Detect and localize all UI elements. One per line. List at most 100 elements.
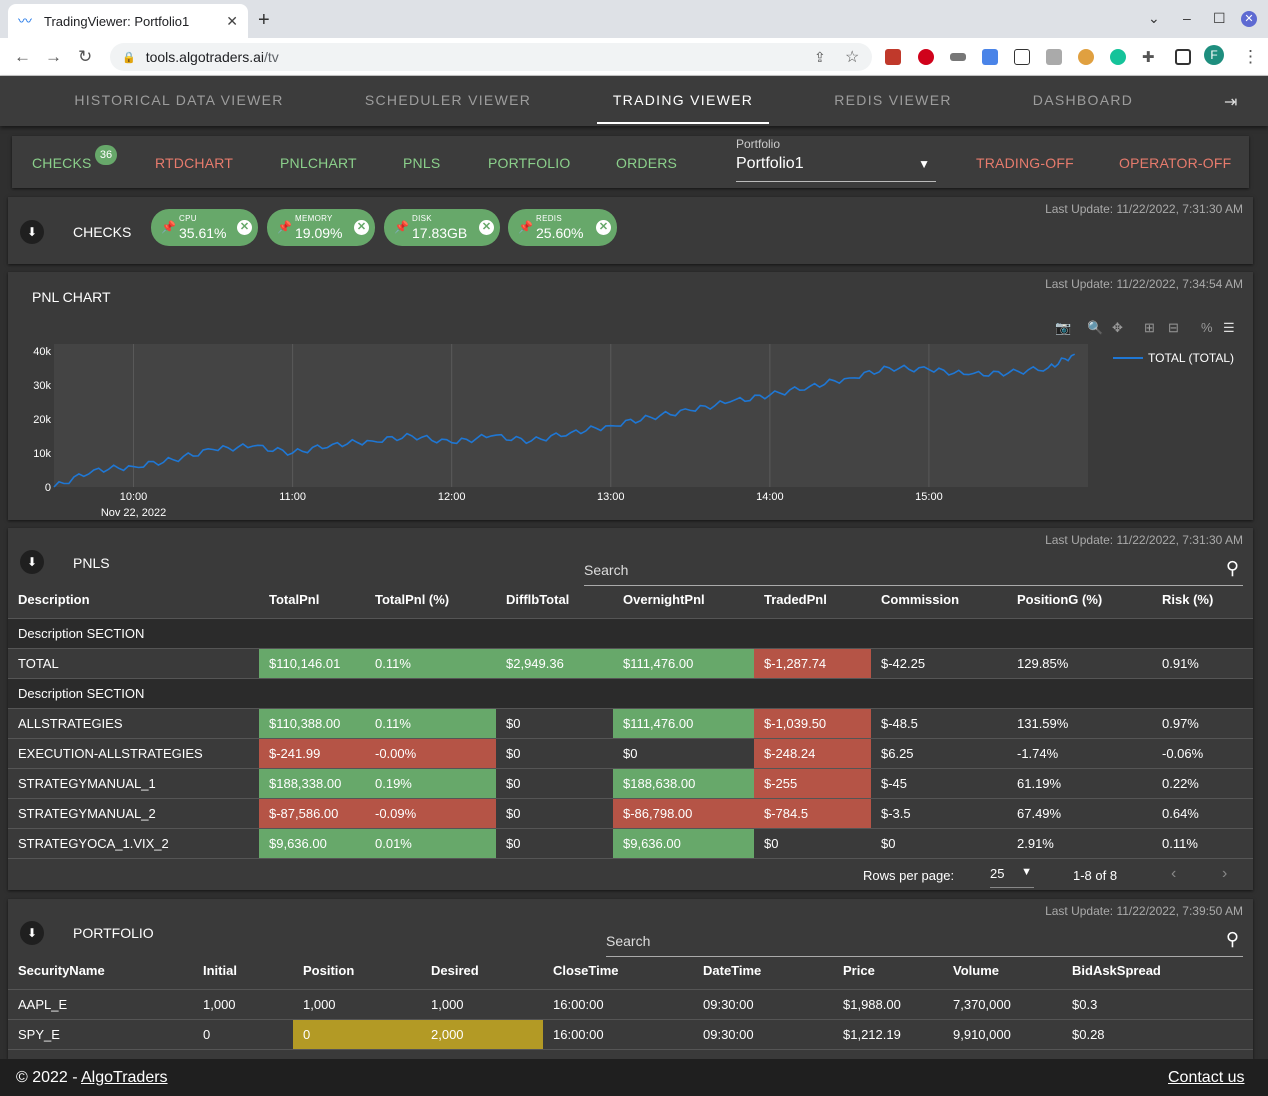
download-icon[interactable]: ⬇ [20,220,44,244]
forward-arrow-icon[interactable]: → [45,47,62,66]
browser-tab[interactable]: 〰 TradingViewer: Portfolio1 ✕ [8,4,248,38]
bookmark-star-icon[interactable]: ☆ [845,49,860,66]
trading-off-button[interactable]: TRADING-OFF [976,155,1074,171]
orders-button[interactable]: ORDERS [616,155,678,171]
nav-tab-trading-viewer[interactable]: TRADING VIEWER [597,76,769,124]
rtdchart-button[interactable]: RTDCHART [155,155,234,171]
portfolio-table: SecurityName Initial Position Desired CloseT… [8,953,1253,1050]
browser-menu-icon[interactable]: ⋮ [1242,47,1259,66]
pnls-column-header[interactable]: DifflbTotal [496,582,613,619]
minimize-window-icon[interactable]: – [1183,10,1191,26]
portfolio-column-header[interactable]: DateTime [693,953,833,990]
share-icon[interactable]: ⇪ [814,49,826,65]
nav-tab-redis-viewer[interactable]: REDIS VIEWER [834,92,952,108]
table-row[interactable]: ALLSTRATEGIES $110,388.00 0.11% $0 $111,476.… [8,708,1253,739]
search-icon[interactable]: ⚲ [1225,558,1239,578]
nav-tab-dashboard[interactable]: DASHBOARD [1032,92,1134,108]
portfolio-column-header[interactable]: Initial [193,953,293,990]
pnls-column-header[interactable]: Risk (%) [1152,582,1253,619]
extension-bracket-icon[interactable] [1014,49,1030,65]
pnls-column-header[interactable]: TradedPnl [754,582,871,619]
table-cell: 0.97% [1152,708,1253,739]
extension-grammarly-icon[interactable] [1110,49,1126,65]
redis-check-chip[interactable]: 📌 REDIS 25.60% ✕ [508,209,617,246]
pnls-column-header[interactable]: TotalPnl (%) [365,582,496,619]
extension-card-icon[interactable] [950,53,966,61]
nav-tab-historical-data-viewer[interactable]: HISTORICAL DATA VIEWER [74,92,284,108]
table-row[interactable]: EXECUTION-ALLSTRATEGIES $-241.99 -0.00% $0 $… [8,738,1253,769]
table-row[interactable]: STRATEGYMANUAL_1 $188,338.00 0.19% $0 $188,6… [8,768,1253,799]
pnls-column-header[interactable]: Commission [871,582,1007,619]
logout-icon[interactable]: ⇥ [1224,94,1238,111]
close-window-icon[interactable]: ✕ [1241,11,1257,27]
table-row[interactable]: STRATEGYMANUAL_2 $-87,586.00 -0.09% $0 $-86,… [8,798,1253,829]
table-row[interactable]: STRATEGYOCA_1.VIX_2 $9,636.00 0.01% $0 $9,63… [8,828,1253,859]
pnls-column-header[interactable]: PositionG (%) [1007,582,1152,619]
back-arrow-icon[interactable]: ← [14,47,31,66]
extensions-puzzle-icon[interactable]: ✚ [1142,49,1155,66]
chip-remove-icon[interactable]: ✕ [596,220,611,235]
portfolio-column-header[interactable]: Volume [943,953,1062,990]
portfolio-column-header[interactable]: SecurityName [8,953,193,990]
memory-check-chip[interactable]: 📌 MEMORY 19.09% ✕ [267,209,375,246]
download-icon[interactable]: ⬇ [20,921,44,945]
pnls-column-header[interactable]: Description [8,582,259,619]
pnlchart-button[interactable]: PNLCHART [280,155,357,171]
portfolio-button[interactable]: PORTFOLIO [488,155,571,171]
footer-algotraders-link[interactable]: AlgoTraders [81,1069,168,1086]
rows-per-page-select[interactable]: 25 ▼ [990,864,1034,888]
pnl-line-chart[interactable]: 0 10k 20k 30k 40k 10:00 11:00 12:00 13:00 14:00 15… [8,272,1253,520]
chip-remove-icon[interactable]: ✕ [479,220,494,235]
cpu-check-chip[interactable]: 📌 CPU 35.61% ✕ [151,209,258,246]
pnls-button[interactable]: PNLS [403,155,441,171]
extension-translate-icon[interactable] [982,49,998,65]
footer-contact-link[interactable]: Contact us [1168,1069,1245,1086]
table-row[interactable]: AAPL_E 1,000 1,000 1,000 16:00:00 09:30:00 $1,… [8,989,1253,1020]
percent-icon[interactable]: % [1201,320,1213,335]
extension-opera-icon[interactable] [918,49,934,65]
next-page-icon[interactable]: › [1222,865,1228,882]
pnls-column-header[interactable]: OvernightPnl [613,582,754,619]
disk-check-chip[interactable]: 📌 DISK 17.83GB ✕ [384,209,500,246]
operator-off-button[interactable]: OPERATOR-OFF [1119,155,1232,171]
portfolio-select[interactable]: Portfolio1 ▼ [736,152,936,182]
chip-remove-icon[interactable]: ✕ [354,220,369,235]
table-row[interactable]: TOTAL $110,146.01 0.11% $2,949.36 $111,476.0… [8,648,1253,679]
camera-icon[interactable]: 📷 [1055,320,1072,335]
pnls-column-header[interactable]: TotalPnl [259,582,365,619]
extension-owl-icon[interactable] [1078,49,1094,65]
zoom-icon[interactable]: 🔍 [1087,320,1104,335]
chip-remove-icon[interactable]: ✕ [237,220,252,235]
previous-page-icon[interactable]: ‹ [1171,865,1177,882]
profile-avatar[interactable]: F [1204,45,1224,65]
side-panel-icon[interactable] [1175,49,1191,65]
checks-button[interactable]: CHECKS [32,155,92,171]
maximize-window-icon[interactable]: ☐ [1213,10,1226,26]
y-tick-label: 0 [45,482,51,494]
portfolio-column-header[interactable]: Desired [421,953,543,990]
download-icon[interactable]: ⬇ [20,550,44,574]
url-field[interactable]: 🔒 tools.algotraders.ai/tv [110,43,872,71]
zoom-in-icon[interactable]: ⊞ [1144,320,1155,335]
portfolio-column-header[interactable]: Position [293,953,421,990]
zoom-out-icon[interactable]: ⊟ [1168,320,1179,335]
search-icon[interactable]: ⚲ [1225,929,1239,949]
lock-icon: 🔒 [122,51,136,64]
extension-bookmark-icon[interactable] [885,49,901,65]
tab-search-icon[interactable]: ⌄ [1148,10,1160,26]
portfolio-column-header[interactable]: CloseTime [543,953,693,990]
table-row[interactable]: SPY_E 0 0 2,000 16:00:00 09:30:00 $1,212.19 9,9… [8,1019,1253,1050]
close-tab-icon[interactable]: ✕ [226,12,238,29]
table-cell: 1,000 [421,989,543,1020]
pnls-pagination: Rows per page: 25 ▼ 1-8 of 8 ‹ › [8,858,1253,890]
reload-icon[interactable]: ↻ [78,47,93,66]
pagination-range: 1-8 of 8 [1073,868,1118,883]
portfolio-column-header[interactable]: Price [833,953,943,990]
nav-tab-scheduler-viewer[interactable]: SCHEDULER VIEWER [364,92,532,108]
portfolio-column-header[interactable]: BidAskSpread [1062,953,1253,990]
legend-list-icon[interactable]: ☰ [1223,320,1235,335]
chip-value: 25.60% [536,225,584,241]
extension-screenshot-icon[interactable] [1046,49,1062,65]
new-tab-icon[interactable]: + [258,9,270,31]
pan-icon[interactable]: ✥ [1112,320,1123,335]
